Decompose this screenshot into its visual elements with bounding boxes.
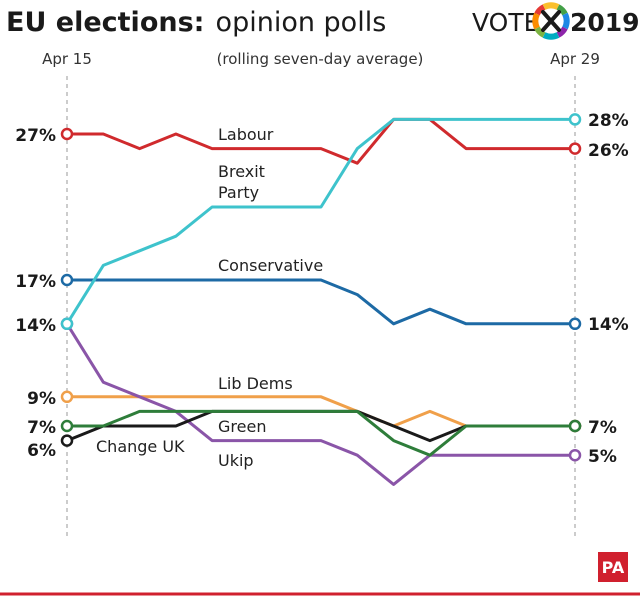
x-start-label: Apr 15 <box>42 50 92 68</box>
conservative-name-label: Conservative <box>218 256 323 275</box>
labour-end-value: 26% <box>588 141 629 161</box>
ukip-name-label: Ukip <box>218 451 254 470</box>
green-start-value: 7% <box>27 418 56 438</box>
pa-logo: PA <box>598 552 628 582</box>
labels-layer: Labour Brexit Party Conservative Lib Dems Gre… <box>15 111 628 470</box>
ballot-x-icon <box>532 2 570 40</box>
brexit-party-line <box>65 117 577 326</box>
ukip-end-marker <box>568 448 582 462</box>
labour-start-marker <box>60 127 74 141</box>
change-uk-start-marker <box>60 434 74 447</box>
chart-title: EU elections: opinion polls <box>6 7 386 38</box>
conservative-end-value: 14% <box>588 315 629 335</box>
brexit-party-start-marker <box>60 317 74 331</box>
brexit-party-name-label-line: Brexit <box>218 162 265 181</box>
change-uk-end-value: 7% <box>588 418 617 438</box>
title-bold: EU elections: <box>6 7 204 38</box>
ukip-end-value: 5% <box>588 447 617 467</box>
brexit-party-name-label: Brexit Party <box>218 162 265 202</box>
green-name-label: Green <box>218 417 266 436</box>
brexit-party-end-marker <box>568 113 582 126</box>
ukip-line <box>65 322 577 486</box>
green-start-marker <box>60 419 74 433</box>
change-uk-start-value: 6% <box>27 441 56 461</box>
pa-logo-text: PA <box>602 558 625 577</box>
logo-vote-text: VOTE <box>472 8 539 37</box>
labour-start-value: 27% <box>15 126 56 146</box>
conservative-line <box>65 278 577 326</box>
ukip-start-value: 14% <box>15 316 56 336</box>
labour-name-label: Labour <box>218 125 274 144</box>
vote-2019-logo: VOTE 2019 <box>472 2 640 40</box>
labour-end-marker <box>568 142 582 155</box>
lib-dems-start-marker <box>60 390 74 404</box>
change-uk-name-label: Change UK <box>96 437 185 456</box>
conservative-end-marker <box>568 317 582 331</box>
labour-line <box>65 117 577 165</box>
conservative-start-value: 17% <box>15 272 56 292</box>
title-rest: opinion polls <box>216 7 387 38</box>
green-line <box>65 409 577 457</box>
conservative-start-marker <box>60 273 74 287</box>
x-end-label: Apr 29 <box>550 50 600 68</box>
chart-subtitle: (rolling seven-day average) <box>217 50 424 68</box>
brexit-party-name-label-line: Party <box>218 183 259 202</box>
series-layer <box>60 113 582 486</box>
lib-dems-start-value: 9% <box>27 389 56 409</box>
green-end-marker <box>568 419 582 433</box>
brexit-party-end-value: 28% <box>588 111 629 131</box>
logo-year-text: 2019 <box>570 8 640 37</box>
lib-dems-name-label: Lib Dems <box>218 374 293 393</box>
